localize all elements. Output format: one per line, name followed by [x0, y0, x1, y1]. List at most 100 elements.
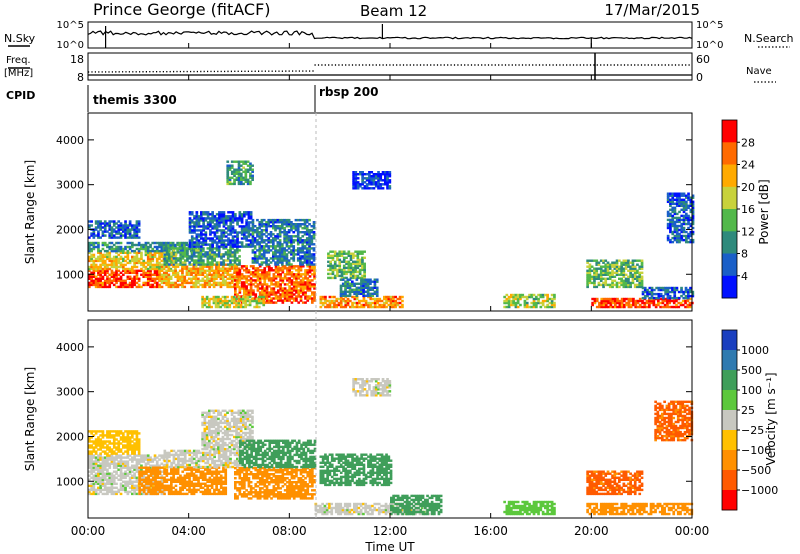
heatmap-cell [341, 284, 345, 288]
heatmap-cell [535, 305, 538, 309]
heatmap-cell [131, 224, 134, 227]
heatmap-cell [94, 430, 98, 433]
heatmap-cell [388, 187, 392, 190]
heatmap-cell [261, 271, 264, 274]
heatmap-cell [115, 438, 118, 441]
heatmap-cell [131, 243, 134, 247]
heatmap-cell [119, 236, 123, 239]
heatmap-cell [158, 275, 162, 279]
heatmap-cell [115, 230, 118, 233]
heatmap-cell [226, 174, 230, 178]
heatmap-cell [224, 269, 227, 273]
heatmap-cell [622, 267, 626, 270]
heatmap-cell [622, 273, 626, 277]
heatmap-cell [128, 236, 132, 239]
heatmap-cell [110, 456, 114, 459]
heatmap-cell [308, 237, 311, 240]
heatmap-cell [97, 448, 100, 451]
heatmap-cell [153, 281, 157, 285]
heatmap-cell [222, 223, 226, 226]
heatmap-cell [588, 271, 592, 275]
heatmap-cell [265, 287, 269, 290]
heatmap-cell [372, 173, 376, 176]
heatmap-cell [206, 275, 209, 279]
heatmap-cell [126, 249, 130, 253]
heatmap-cell [151, 249, 155, 253]
heatmap-cell [97, 436, 100, 439]
heatmap-cell [88, 243, 91, 247]
heatmap-cell [215, 273, 218, 277]
heatmap-cell [97, 273, 100, 277]
heatmap-cell [124, 444, 127, 447]
heatmap-cell [624, 283, 628, 287]
heatmap-cell [364, 286, 368, 290]
heatmap-cell [265, 231, 268, 234]
heatmap-cell [673, 234, 677, 238]
heatmap-cell [267, 295, 271, 298]
heatmap-cell [678, 192, 681, 195]
heatmap-cell [240, 243, 244, 246]
heatmap-cell [230, 265, 234, 268]
heatmap-cell [215, 243, 219, 246]
heatmap-cell [253, 299, 256, 303]
heatmap-cell [99, 265, 102, 269]
heatmap-cell [245, 227, 248, 230]
heatmap-cell [281, 255, 284, 258]
colorbar-tick-label: 12 [741, 225, 755, 238]
heatmap-cell [174, 275, 177, 279]
heatmap-cell [287, 259, 291, 262]
heatmap-cell [158, 458, 161, 461]
heatmap-cell [368, 175, 371, 178]
heatmap-cell [240, 225, 244, 228]
heatmap-cell [242, 166, 245, 169]
heatmap-cell [361, 187, 364, 190]
heatmap-cell [126, 226, 130, 229]
heatmap-cell [263, 277, 267, 280]
heatmap-cell [218, 211, 221, 214]
heatmap-cell [611, 269, 614, 273]
heatmap-cell [223, 301, 227, 305]
heatmap-cell [133, 224, 136, 227]
heatmap-cell [613, 263, 617, 266]
heatmap-cell [530, 295, 534, 299]
heatmap-cell [110, 232, 114, 235]
heatmap-cell [636, 299, 640, 303]
heatmap-cell [272, 218, 275, 222]
heatmap-cell [144, 275, 148, 279]
heatmap-cell [361, 252, 364, 255]
heatmap-cell [652, 303, 656, 307]
heatmap-cell [283, 265, 287, 268]
heatmap-cell [359, 185, 362, 188]
heatmap-cell [604, 271, 608, 275]
heatmap-cell [200, 237, 203, 240]
heatmap-cell [219, 283, 223, 287]
heatmap-cell [146, 275, 150, 279]
heatmap-cell [299, 297, 303, 300]
heatmap-cell [128, 470, 132, 473]
heatmap-cell [370, 183, 374, 186]
heatmap-cell [252, 265, 255, 268]
heatmap-cell [267, 293, 271, 296]
heatmap-cell [396, 301, 400, 305]
heatmap-cell [336, 258, 339, 262]
heatmap-cell [523, 295, 527, 299]
heatmap-cell [230, 301, 234, 305]
heatmap-cell [90, 446, 93, 449]
heatmap-cell [200, 229, 203, 232]
heatmap-cell [99, 283, 102, 287]
heatmap-cell [117, 454, 121, 457]
heatmap-cell [351, 288, 354, 292]
heatmap-cell [140, 245, 143, 249]
heatmap-cell [128, 490, 132, 494]
heatmap-cell [349, 299, 352, 303]
heatmap-cell [119, 436, 123, 439]
heatmap-cell [602, 301, 606, 305]
heatmap-cell [260, 247, 264, 250]
heatmap-cell [240, 217, 244, 220]
heatmap-cell [256, 259, 259, 262]
heatmap-cell [211, 247, 214, 250]
heatmap-cell [155, 460, 159, 463]
heatmap-cell [227, 237, 230, 240]
heatmap-cell [310, 253, 314, 256]
heatmap-cell [682, 296, 686, 300]
